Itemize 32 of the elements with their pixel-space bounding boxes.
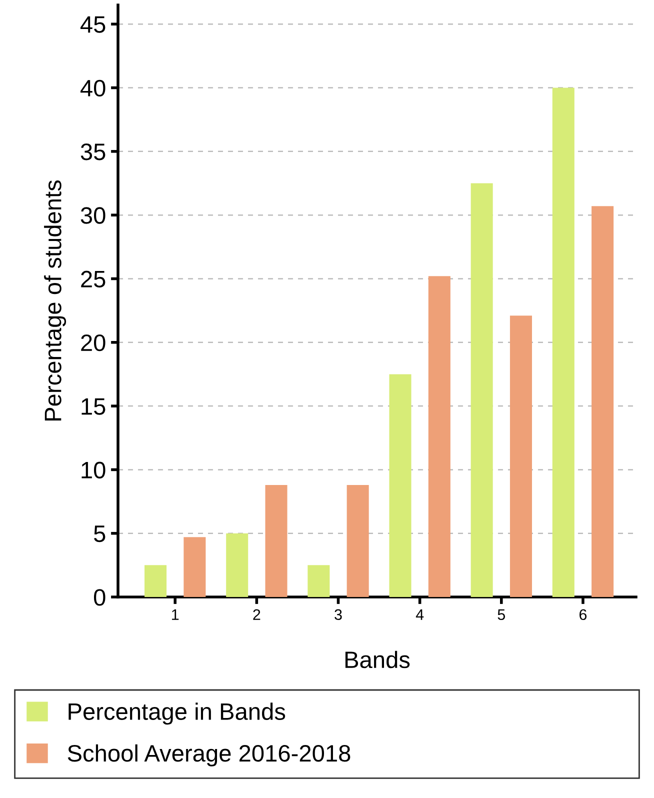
y-tick-label: 0 xyxy=(94,589,106,606)
bar xyxy=(144,565,167,597)
bar xyxy=(265,484,288,597)
y-tick-label: 30 xyxy=(80,207,106,224)
bar xyxy=(510,316,532,597)
y-tick-label: 15 xyxy=(82,398,106,415)
y-tick-label: 45 xyxy=(80,16,106,33)
bar xyxy=(184,537,206,597)
bar xyxy=(470,183,493,597)
y-tick-label: 20 xyxy=(81,334,106,352)
bar xyxy=(346,484,369,597)
bar xyxy=(552,88,574,597)
legend-label: Percentage in Bands xyxy=(68,702,286,725)
bar xyxy=(308,565,330,597)
x-tick-label: 1 xyxy=(172,609,179,620)
y-tick-label: 25 xyxy=(81,270,106,288)
x-tick-label: 5 xyxy=(498,609,506,620)
y-tick-label: 10 xyxy=(82,462,106,478)
legend-label: School Average 2016-2018 xyxy=(68,744,350,766)
y-tick-label: 35 xyxy=(80,143,106,160)
bar xyxy=(389,374,412,597)
x-tick-label: 2 xyxy=(253,609,260,620)
y-axis-title: Percentage of students xyxy=(44,180,66,420)
bar xyxy=(428,276,450,597)
y-tick-label: 40 xyxy=(80,80,106,97)
bar xyxy=(226,533,248,597)
y-tick-label: 5 xyxy=(94,526,106,542)
x-tick-label: 3 xyxy=(334,609,342,620)
bar xyxy=(592,206,614,597)
x-tick-label: 4 xyxy=(416,609,424,620)
x-tick-label: 6 xyxy=(580,609,587,620)
x-axis-title: Bands xyxy=(345,650,410,668)
